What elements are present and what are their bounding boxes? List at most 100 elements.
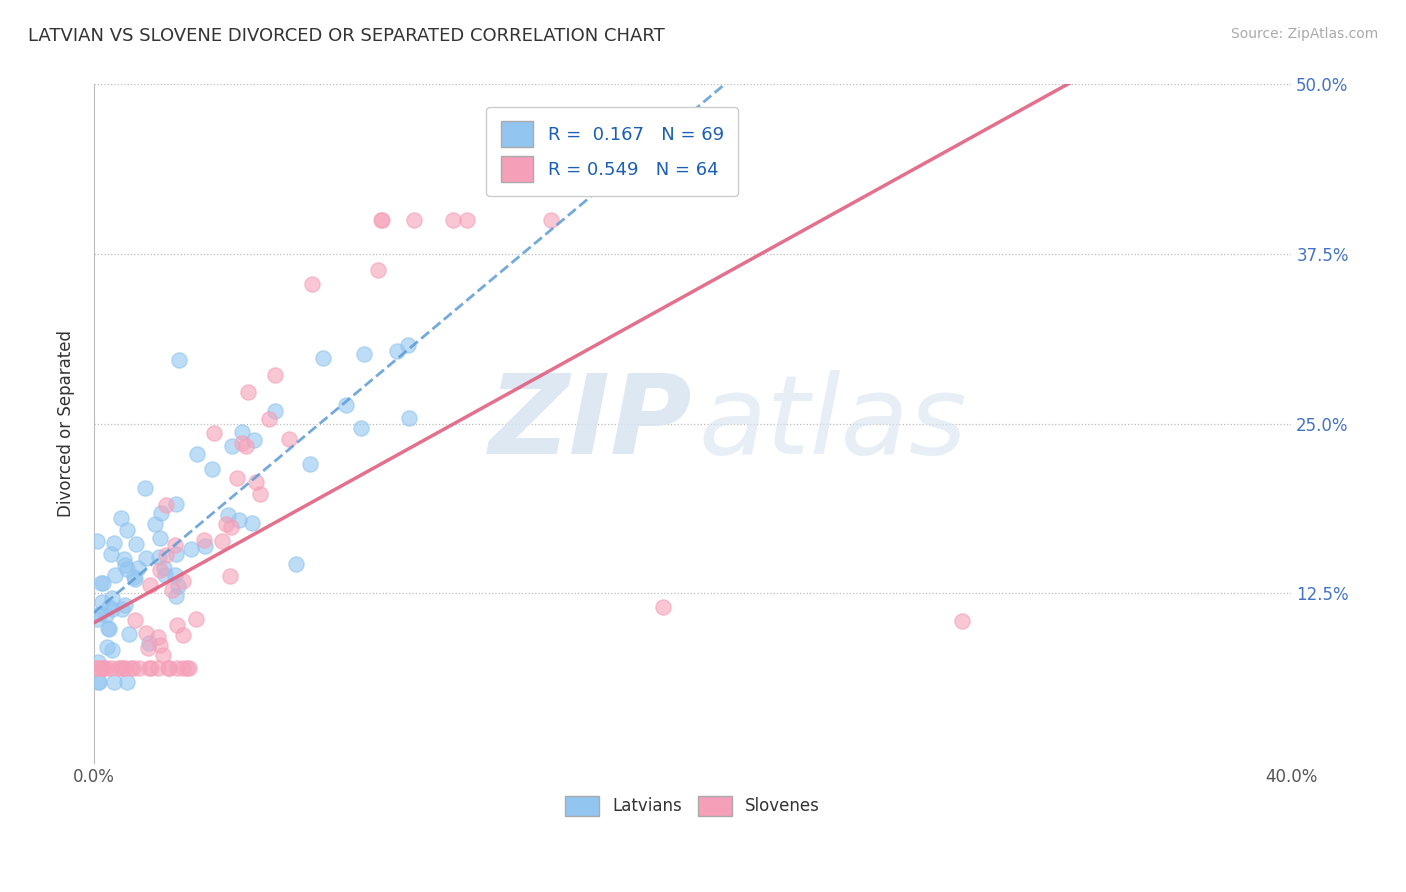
Point — [110, 510, 132, 524]
Point — [540, 213, 562, 227]
Point — [115, 561, 138, 575]
Point — [165, 590, 187, 604]
Point — [172, 628, 194, 642]
Point — [215, 516, 238, 531]
Point — [211, 534, 233, 549]
Point — [100, 661, 122, 675]
Point — [370, 213, 392, 227]
Point — [264, 368, 287, 382]
Point — [245, 475, 267, 490]
Point — [176, 661, 198, 675]
Point — [396, 338, 419, 352]
Point — [156, 661, 179, 675]
Point — [404, 213, 426, 227]
Point — [242, 516, 264, 530]
Point — [367, 263, 389, 277]
Point — [90, 576, 112, 591]
Point — [128, 661, 150, 675]
Point — [184, 612, 207, 626]
Point — [201, 462, 224, 476]
Point — [353, 347, 375, 361]
Point — [163, 568, 186, 582]
Point — [146, 630, 169, 644]
Point — [298, 457, 321, 471]
Point — [103, 536, 125, 550]
Point — [167, 579, 190, 593]
Point — [166, 617, 188, 632]
Point — [335, 398, 357, 412]
Point — [249, 487, 271, 501]
Point — [118, 627, 141, 641]
Point — [138, 636, 160, 650]
Point — [180, 542, 202, 557]
Point — [98, 623, 121, 637]
Point — [398, 410, 420, 425]
Point — [312, 351, 335, 365]
Point — [103, 674, 125, 689]
Point — [93, 661, 115, 675]
Legend: Latvians, Slovenes: Latvians, Slovenes — [558, 789, 827, 822]
Point — [243, 434, 266, 448]
Point — [148, 549, 170, 564]
Point — [149, 507, 172, 521]
Point — [231, 436, 253, 450]
Point — [257, 412, 280, 426]
Text: LATVIAN VS SLOVENE DIVORCED OR SEPARATED CORRELATION CHART: LATVIAN VS SLOVENE DIVORCED OR SEPARATED… — [28, 27, 665, 45]
Point — [112, 551, 135, 566]
Point — [277, 433, 299, 447]
Point — [114, 599, 136, 613]
Point — [111, 602, 134, 616]
Point — [950, 614, 973, 628]
Point — [651, 600, 673, 615]
Point — [385, 343, 408, 358]
Point — [153, 567, 176, 582]
Point — [149, 563, 172, 577]
Point — [94, 661, 117, 675]
Point — [138, 578, 160, 592]
Point — [370, 213, 392, 227]
Point — [149, 532, 172, 546]
Point — [186, 447, 208, 461]
Point — [120, 661, 142, 675]
Point — [456, 213, 478, 227]
Point — [107, 661, 129, 675]
Point — [225, 471, 247, 485]
Point — [263, 403, 285, 417]
Point — [285, 557, 308, 571]
Point — [115, 523, 138, 537]
Text: Source: ZipAtlas.com: Source: ZipAtlas.com — [1230, 27, 1378, 41]
Point — [155, 498, 177, 512]
Point — [219, 569, 242, 583]
Point — [166, 661, 188, 675]
Point — [124, 573, 146, 587]
Point — [172, 661, 194, 675]
Point — [166, 547, 188, 561]
Point — [146, 661, 169, 675]
Point — [86, 533, 108, 548]
Point — [114, 661, 136, 675]
Point — [143, 517, 166, 532]
Point — [217, 508, 239, 522]
Point — [98, 599, 121, 614]
Point — [152, 648, 174, 663]
Point — [350, 421, 373, 435]
Point — [202, 425, 225, 440]
Point — [160, 582, 183, 597]
Point — [101, 643, 124, 657]
Point — [138, 640, 160, 655]
Point — [221, 439, 243, 453]
Point — [179, 661, 201, 675]
Point — [87, 674, 110, 689]
Point — [301, 277, 323, 291]
Point — [117, 674, 139, 689]
Point — [86, 612, 108, 626]
Point — [159, 661, 181, 675]
Point — [91, 595, 114, 609]
Point — [101, 602, 124, 616]
Point — [441, 213, 464, 227]
Point — [86, 661, 108, 675]
Point — [91, 661, 114, 675]
Point — [167, 352, 190, 367]
Point — [228, 513, 250, 527]
Point — [114, 558, 136, 573]
